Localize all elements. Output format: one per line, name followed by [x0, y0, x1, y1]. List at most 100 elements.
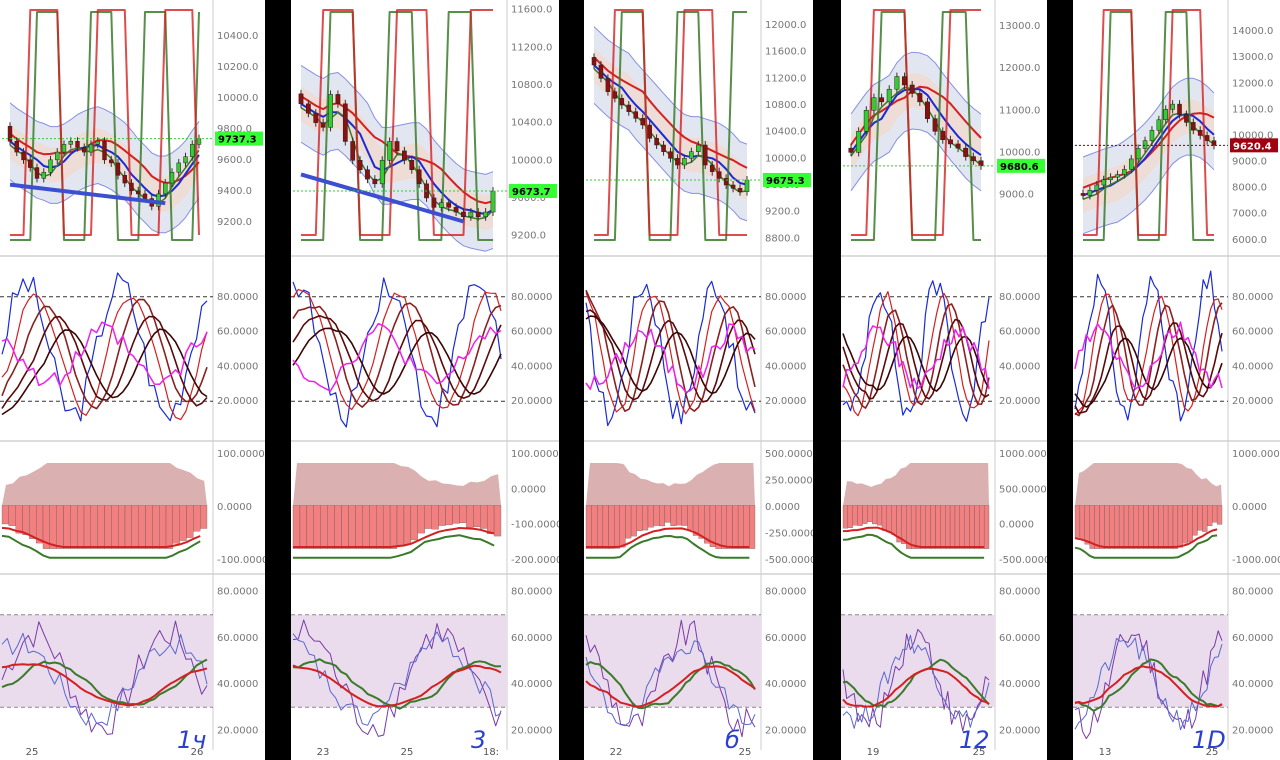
rsi-tick: 40.0000	[217, 679, 258, 690]
inner-band	[10, 123, 199, 212]
macd-bar	[954, 505, 960, 549]
rsi-tick: 20.0000	[999, 725, 1040, 736]
candle	[357, 160, 363, 170]
macd-bar	[486, 505, 495, 534]
macd-bar	[410, 505, 418, 541]
rsi-zone	[0, 614, 213, 708]
chart-panel-3h: 11600.0 11200.0 10800.0 10400.0 10000.0 9600.…	[291, 0, 559, 760]
candle	[856, 131, 862, 153]
candle	[109, 159, 114, 164]
macd-bar	[49, 505, 57, 549]
candle	[1080, 193, 1086, 196]
rsi-line	[842, 628, 990, 732]
stoch-tick: 80.0000	[765, 292, 806, 303]
price-tick: 14000.0	[1232, 26, 1273, 37]
rsi-tick: 20.0000	[1232, 725, 1273, 736]
macd-bar	[382, 505, 391, 549]
macd-tick: -100.0000	[511, 520, 559, 531]
candle	[61, 144, 67, 153]
candle	[142, 193, 148, 199]
macd-bar	[306, 505, 314, 549]
candle	[1197, 129, 1203, 136]
macd-bar	[915, 505, 922, 549]
macd-bar	[362, 505, 370, 549]
candle	[1177, 103, 1182, 115]
macd-bar	[83, 505, 91, 549]
timeframe-label: 1D	[1192, 726, 1226, 754]
candle	[306, 103, 311, 114]
stoch-tick: 20.0000	[1232, 396, 1273, 407]
candle	[320, 122, 326, 128]
macd-bar	[1074, 505, 1081, 538]
macd-bar	[1123, 505, 1130, 549]
price-tick: 12000.0	[999, 63, 1040, 74]
macd-bar	[935, 505, 941, 549]
macd-bar	[862, 505, 868, 524]
macd-bar	[348, 505, 356, 549]
macd-bar	[480, 505, 488, 529]
macd-bar	[698, 505, 705, 539]
price-tick: 12000.0	[1232, 78, 1273, 89]
x-tick: 13	[1099, 747, 1112, 758]
macd-bar	[1177, 505, 1183, 548]
macd-bar	[1099, 505, 1105, 549]
last-price-badge	[1230, 138, 1278, 153]
macd-bar	[1114, 505, 1120, 549]
macd-signal	[1074, 528, 1218, 548]
macd-bar	[396, 505, 405, 546]
rsi-line	[842, 634, 990, 729]
last-price-label: 9620.4	[1233, 141, 1272, 152]
stoch-line	[1074, 293, 1223, 416]
macd-bar	[974, 505, 980, 549]
candle	[122, 175, 127, 184]
band-lower	[9, 179, 200, 234]
candle	[1108, 176, 1113, 181]
candle	[196, 138, 202, 145]
price-tick: 9600.0	[511, 193, 546, 204]
candle	[902, 76, 908, 86]
candle	[654, 138, 659, 146]
rsi-line	[585, 619, 756, 738]
macd-signal	[842, 526, 985, 548]
candle	[387, 141, 392, 161]
stoch-line	[1074, 321, 1223, 414]
zigzag-red	[851, 9, 981, 236]
price-tick: 6000.0	[1232, 235, 1267, 246]
macd-tick: -100.0000	[217, 555, 265, 566]
candle	[932, 118, 938, 132]
candle	[668, 151, 673, 159]
candle	[335, 94, 341, 105]
candle	[41, 171, 46, 179]
price-tick: 10400.0	[765, 127, 806, 138]
price-tick: 8000.0	[1232, 183, 1267, 194]
last-price-badge	[215, 131, 263, 146]
rsi-tick: 80.0000	[999, 587, 1040, 598]
candle	[640, 118, 645, 126]
x-tick: 26	[191, 747, 204, 758]
macd-bar	[886, 505, 892, 532]
macd-bar	[585, 505, 592, 549]
macd-bar	[1094, 505, 1100, 549]
candle	[1163, 109, 1169, 121]
chart-panel-1h: 10400.0 10200.0 10000.0 9800.0 9600.0 9400.0 9…	[0, 0, 265, 760]
band-upper	[1082, 77, 1215, 158]
rsi-tick: 40.0000	[511, 679, 552, 690]
price-tick: 10000.0	[511, 155, 552, 166]
price-tick: 11000.0	[1232, 104, 1273, 115]
macd-bar	[591, 505, 598, 549]
candle	[1156, 119, 1162, 131]
macd-bar	[930, 505, 936, 549]
rsi-ma-red	[585, 665, 756, 708]
macd-bar	[327, 505, 335, 549]
timeframe-label: б	[725, 726, 740, 754]
last-price-badge	[509, 184, 557, 199]
candle	[102, 141, 107, 161]
band-lower	[850, 128, 982, 192]
macd-bar	[417, 505, 425, 534]
macd-bar	[200, 505, 208, 529]
chart-svg: 10400.0 10200.0 10000.0 9800.0 9600.0 9400.0 9…	[0, 0, 265, 758]
rsi-tick: 60.0000	[217, 633, 258, 644]
macd-tick: 100.0000	[217, 449, 265, 460]
rsi-line	[292, 619, 502, 737]
macd-bar	[165, 505, 173, 549]
